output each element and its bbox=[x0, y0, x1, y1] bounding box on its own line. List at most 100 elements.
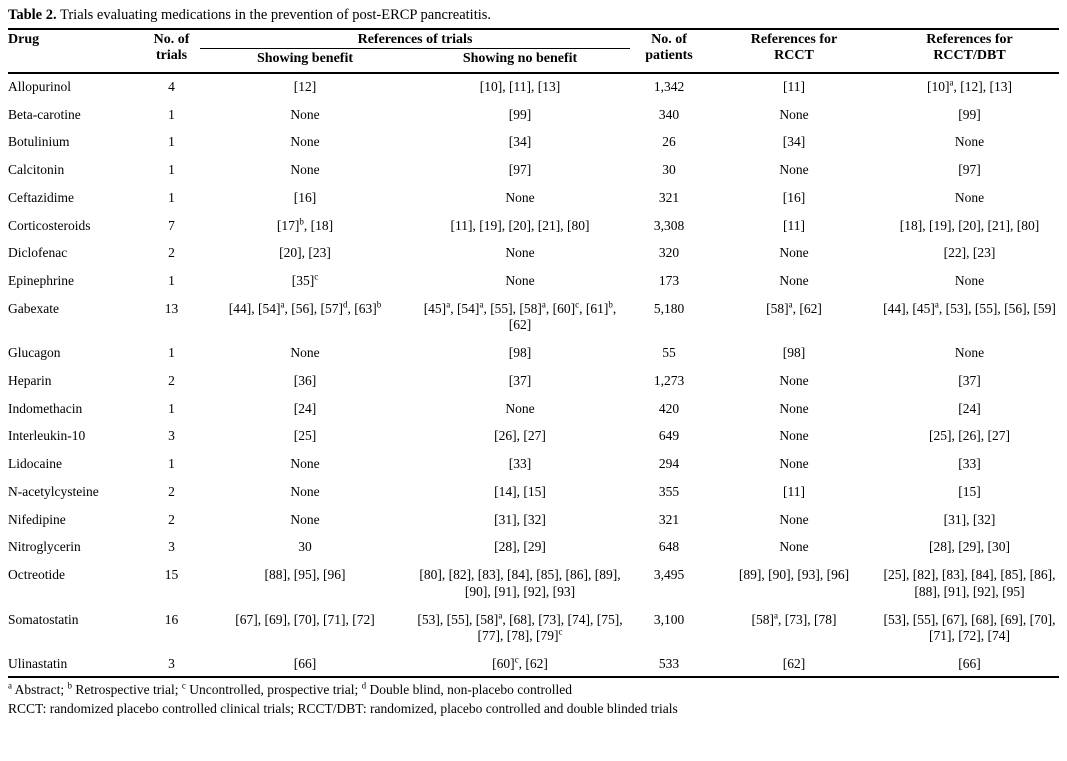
showing-no-benefit-cell: [97] bbox=[508, 162, 532, 178]
trials-count-cell: 13 bbox=[164, 300, 179, 316]
showing-no-benefit-cell: None bbox=[505, 189, 535, 205]
patients-count-cell: 648 bbox=[658, 539, 680, 555]
rcct-references-cell: [34] bbox=[782, 134, 806, 150]
patients-count-cell: 320 bbox=[658, 245, 680, 261]
table-row: Allopurinol 4 [12] [10], [11], [13] 1,34… bbox=[8, 73, 1059, 102]
rcct-references-cell: None bbox=[779, 106, 809, 122]
drug-cell: Nifedipine bbox=[8, 511, 66, 527]
rcct-references-cell: [58]a, [62] bbox=[766, 299, 822, 316]
rcct-dbt-references-cell: [53], [55], [67], [68], [69], [70], [71]… bbox=[883, 611, 1056, 644]
drug-cell: Heparin bbox=[8, 372, 52, 388]
table-row: Ceftazidime 1 [16] None 321 [16] None bbox=[8, 185, 1059, 213]
rcct-references-cell: None bbox=[779, 162, 809, 178]
rcct-references-cell: [58]a, [73], [78] bbox=[751, 610, 837, 627]
table-row: Somatostatin 16 [67], [69], [70], [71], … bbox=[8, 607, 1059, 651]
table-caption: Table 2. Trials evaluating medications i… bbox=[8, 6, 1059, 30]
rcct-dbt-references-cell: None bbox=[954, 134, 985, 150]
trials-count-cell: 1 bbox=[168, 134, 175, 150]
showing-no-benefit-cell: [99] bbox=[508, 106, 532, 122]
table-row: Beta-carotine 1 None [99] 340 None [99] bbox=[8, 102, 1059, 130]
showing-no-benefit-cell: [28], [29] bbox=[494, 539, 546, 555]
header-row-sub: Showing benefit Showing no benefit bbox=[8, 48, 1059, 74]
drug-cell: Lidocaine bbox=[8, 456, 62, 472]
table-row: Octreotide 15 [88], [95], [96] [80], [82… bbox=[8, 562, 1059, 606]
table-row: N-acetylcysteine 2 None [14], [15] 355 [… bbox=[8, 479, 1059, 507]
table-row: Epinephrine 1 [35]c None 173 None None bbox=[8, 268, 1059, 296]
showing-no-benefit-cell: None bbox=[505, 273, 535, 289]
patients-count-cell: 420 bbox=[658, 400, 680, 416]
table-footnotes: a Abstract; b Retrospective trial; c Unc… bbox=[8, 678, 1059, 719]
showing-benefit-cell: None bbox=[290, 456, 320, 472]
trials-count-cell: 3 bbox=[143, 651, 200, 678]
rcct-dbt-references-cell: [66] bbox=[880, 651, 1059, 678]
showing-benefit-cell: None bbox=[290, 106, 320, 122]
footnote-abbreviations: RCCT: randomized placebo controlled clin… bbox=[8, 701, 678, 717]
patients-count-cell: 340 bbox=[658, 106, 680, 122]
showing-benefit-cell: None bbox=[290, 134, 320, 150]
rcct-dbt-references-cell: [22], [23] bbox=[943, 245, 996, 261]
drug-cell: Corticosteroids bbox=[8, 217, 91, 233]
patients-count-cell: 533 bbox=[630, 651, 708, 678]
trials-count-cell: 7 bbox=[168, 217, 175, 233]
trials-count-cell: 1 bbox=[168, 189, 175, 205]
drug-cell: Botulinium bbox=[8, 134, 70, 150]
drug-cell: Octreotide bbox=[8, 567, 65, 583]
rcct-references-cell: None bbox=[779, 400, 809, 416]
col-header-rcct-dbt: References for RCCT/DBT bbox=[880, 29, 1059, 74]
showing-benefit-cell: [24] bbox=[293, 400, 317, 416]
table-row: Glucagon 1 None [98] 55 [98] None bbox=[8, 340, 1059, 368]
medications-table: Drug No. of trials References of trials … bbox=[8, 29, 1059, 678]
rcct-dbt-references-cell: None bbox=[954, 273, 985, 289]
showing-benefit-cell: None bbox=[290, 511, 320, 527]
patients-count-cell: 3,308 bbox=[653, 217, 685, 233]
col-header-patients: No. of patients bbox=[630, 29, 708, 74]
drug-cell: Ceftazidime bbox=[8, 189, 74, 205]
col-header-showing-no-benefit: Showing no benefit bbox=[410, 48, 630, 74]
table-row: Lidocaine 1 None [33] 294 None [33] bbox=[8, 451, 1059, 479]
drug-cell: Diclofenac bbox=[8, 245, 68, 261]
drug-cell: Epinephrine bbox=[8, 273, 74, 289]
trials-count-cell: 4 bbox=[168, 78, 175, 94]
showing-benefit-cell: None bbox=[290, 162, 320, 178]
showing-no-benefit-cell: [14], [15] bbox=[494, 483, 546, 499]
rcct-references-cell: None bbox=[779, 273, 809, 289]
patients-count-cell: 30 bbox=[662, 162, 676, 178]
header-row-main: Drug No. of trials References of trials … bbox=[8, 29, 1059, 74]
showing-no-benefit-cell: [10], [11], [13] bbox=[479, 78, 561, 94]
patients-count-cell: 55 bbox=[662, 345, 676, 361]
patients-count-cell: 173 bbox=[658, 273, 680, 289]
showing-benefit-cell: [35]c bbox=[291, 271, 319, 289]
drug-cell: Allopurinol bbox=[8, 78, 71, 94]
rcct-references-cell: None bbox=[779, 511, 809, 527]
showing-no-benefit-cell: [45]a, [54]a, [55], [58]a, [60]c, [61]b,… bbox=[423, 299, 617, 333]
showing-no-benefit-cell: [37] bbox=[508, 372, 532, 388]
showing-no-benefit-cell: [11], [19], [20], [21], [80] bbox=[450, 217, 590, 233]
drug-cell: Somatostatin bbox=[8, 611, 79, 627]
showing-benefit-cell: [66] bbox=[200, 651, 410, 678]
trials-count-cell: 2 bbox=[168, 372, 175, 388]
rcct-references-cell: [11] bbox=[783, 78, 805, 94]
rcct-dbt-references-cell: [25], [26], [27] bbox=[929, 428, 1010, 444]
rcct-references-cell: None bbox=[779, 245, 809, 261]
showing-no-benefit-cell: [80], [82], [83], [84], [85], [86], [89]… bbox=[419, 567, 621, 599]
table-caption-text: Trials evaluating medications in the pre… bbox=[56, 7, 492, 23]
patients-count-cell: 3,100 bbox=[653, 611, 685, 627]
col-header-rcct: References for RCCT bbox=[708, 29, 880, 74]
table-header: Drug No. of trials References of trials … bbox=[8, 29, 1059, 74]
showing-no-benefit-cell: [53], [55], [58]a, [68], [73], [74], [75… bbox=[417, 610, 623, 644]
drug-cell: Beta-carotine bbox=[8, 106, 81, 122]
rcct-dbt-references-cell: [31], [32] bbox=[943, 511, 996, 527]
footnote-superscript-key: a Abstract; b Retrospective trial; c Unc… bbox=[8, 680, 572, 697]
table-row: Interleukin-10 3 [25] [26], [27] 649 Non… bbox=[8, 423, 1059, 451]
rcct-references-cell: [89], [90], [93], [96] bbox=[738, 567, 850, 583]
rcct-references-cell: [16] bbox=[782, 189, 806, 205]
drug-cell: Nitroglycerin bbox=[8, 539, 81, 555]
showing-no-benefit-cell: [26], [27] bbox=[494, 428, 546, 444]
showing-benefit-cell: [36] bbox=[293, 372, 317, 388]
showing-no-benefit-cell: [33] bbox=[508, 456, 532, 472]
table-row: Gabexate 13 [44], [54]a, [56], [57]d, [6… bbox=[8, 296, 1059, 340]
showing-benefit-cell: [44], [54]a, [56], [57]d, [63]b bbox=[228, 299, 382, 316]
document-page: Table 2. Trials evaluating medications i… bbox=[8, 6, 1059, 719]
rcct-references-cell: [98] bbox=[782, 345, 806, 361]
table-row: Calcitonin 1 None [97] 30 None [97] bbox=[8, 157, 1059, 185]
